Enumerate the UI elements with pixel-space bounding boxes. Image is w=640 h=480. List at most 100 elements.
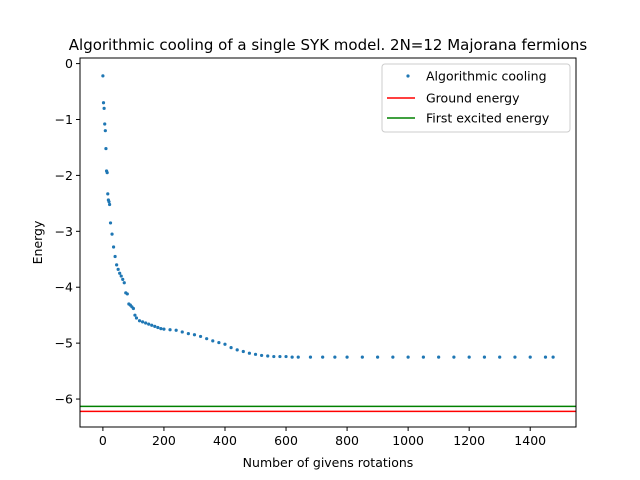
- data-point: [253, 352, 258, 356]
- data-point: [192, 333, 197, 337]
- x-tick-label: 1000: [392, 433, 424, 448]
- data-point: [102, 106, 106, 110]
- y-tick-label: −6: [55, 392, 73, 407]
- data-point: [121, 277, 125, 281]
- data-point: [247, 351, 252, 355]
- data-point: [321, 355, 325, 359]
- x-tick-label: 1400: [514, 433, 546, 448]
- data-point: [108, 221, 113, 225]
- data-point: [284, 354, 288, 359]
- x-tick-label: 1200: [453, 433, 485, 448]
- data-point: [122, 281, 126, 285]
- data-point: [278, 354, 282, 359]
- data-point: [235, 348, 239, 352]
- data-point: [103, 129, 107, 133]
- data-point: [260, 353, 264, 358]
- y-tick-label: −5: [55, 336, 73, 351]
- data-point: [133, 313, 137, 317]
- legend-marker-algorithmic-cooling: [406, 74, 410, 78]
- data-point: [168, 328, 172, 332]
- data-point: [406, 355, 410, 359]
- data-point: [111, 245, 116, 249]
- y-axis-label: Energy: [30, 220, 45, 264]
- data-point: [376, 355, 380, 359]
- data-point: [116, 267, 120, 271]
- y-tick-label: 0: [65, 56, 73, 71]
- data-point: [333, 355, 337, 359]
- data-point: [105, 171, 109, 175]
- x-tick-label: 200: [152, 433, 176, 448]
- data-point: [147, 322, 151, 326]
- data-point: [467, 355, 471, 359]
- data-point: [162, 327, 166, 331]
- chart-title: Algorithmic cooling of a single SYK mode…: [69, 36, 588, 54]
- data-point: [198, 334, 203, 339]
- x-axis-label: Number of givens rotations: [243, 455, 414, 470]
- data-point: [137, 319, 142, 323]
- data-point: [103, 122, 107, 126]
- data-point: [437, 355, 441, 359]
- data-point: [134, 316, 139, 320]
- data-point: [101, 74, 105, 78]
- plot-area: [80, 74, 576, 413]
- legend-label-first-excited-energy: First excited energy: [426, 111, 550, 126]
- data-point: [159, 327, 163, 331]
- data-point: [107, 200, 111, 204]
- data-point: [421, 355, 425, 359]
- data-point: [144, 321, 148, 325]
- data-point: [217, 340, 221, 345]
- data-point: [308, 355, 313, 359]
- data-point: [140, 320, 145, 324]
- data-point: [101, 101, 106, 105]
- data-point: [482, 355, 487, 359]
- data-point: [272, 354, 276, 359]
- y-tick-label: −4: [55, 280, 73, 295]
- data-point: [296, 355, 300, 359]
- data-point: [106, 192, 110, 196]
- data-point: [180, 330, 184, 334]
- data-point: [229, 346, 233, 350]
- y-tick-label: −2: [55, 168, 73, 183]
- data-point: [110, 232, 114, 236]
- axes-frame: [79, 57, 577, 428]
- data-point: [551, 355, 555, 359]
- data-point: [125, 292, 129, 296]
- x-tick-label: 800: [335, 433, 359, 448]
- legend: Algorithmic cooling Ground energy First …: [381, 63, 571, 133]
- ticks: 0 200 400 600 800 1000 1200 1400 0 −1 −2 −3 −4 −5 −6: [55, 56, 547, 448]
- data-point: [211, 339, 215, 343]
- data-point: [115, 263, 119, 267]
- x-tick-label: 600: [274, 433, 298, 448]
- data-point: [266, 354, 270, 358]
- data-point: [186, 332, 190, 336]
- data-point: [113, 254, 117, 259]
- data-point: [205, 337, 209, 341]
- data-point: [153, 324, 157, 328]
- data-point: [391, 355, 395, 359]
- data-point: [119, 274, 123, 278]
- data-point: [131, 306, 136, 311]
- y-tick-label: −1: [55, 112, 73, 127]
- data-point: [498, 355, 502, 359]
- legend-label-ground-energy: Ground energy: [426, 91, 520, 106]
- legend-label-algorithmic-cooling: Algorithmic cooling: [426, 69, 547, 84]
- data-point: [452, 355, 456, 359]
- data-point: [345, 355, 349, 359]
- y-tick-label: −3: [55, 224, 73, 239]
- data-point: [156, 325, 160, 330]
- data-point: [360, 355, 364, 359]
- x-tick-label: 400: [213, 433, 237, 448]
- data-point: [118, 271, 122, 275]
- data-point: [528, 355, 532, 359]
- data-point: [223, 342, 227, 346]
- data-point: [290, 355, 294, 359]
- data-point: [543, 355, 548, 359]
- legend-box: [381, 63, 571, 133]
- data-point: [108, 202, 112, 207]
- data-point: [104, 146, 108, 151]
- data-point: [150, 323, 154, 327]
- data-point: [513, 355, 517, 359]
- x-tick-label: 0: [99, 433, 107, 448]
- data-point: [174, 328, 178, 332]
